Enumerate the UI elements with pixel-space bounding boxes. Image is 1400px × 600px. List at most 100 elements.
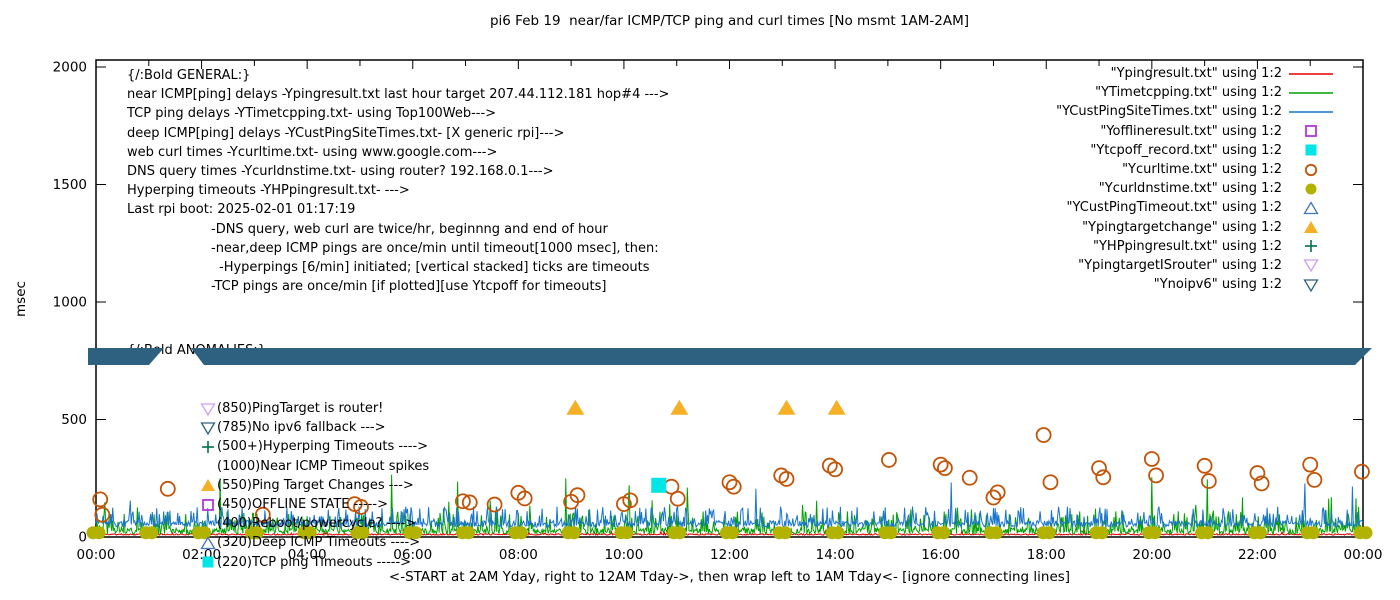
curl-point bbox=[486, 496, 503, 513]
dns-point bbox=[462, 526, 476, 540]
x-tick-label: 08:00 bbox=[499, 547, 538, 563]
curl-point bbox=[725, 478, 742, 495]
legend-label: "YCustPingTimeout.txt" using 1:2 bbox=[1066, 200, 1282, 216]
general-annotation-block: {/:Bold GENERAL:} near ICMP[ping] delays … bbox=[127, 66, 669, 296]
x-tick-label: 14:00 bbox=[816, 547, 855, 563]
dns-point bbox=[250, 526, 264, 540]
anomaly-row-0: (850)PingTarget is router! bbox=[127, 399, 429, 418]
x-tick-label: 20:00 bbox=[1132, 547, 1171, 563]
curl-point bbox=[159, 480, 176, 497]
dns-point bbox=[1201, 526, 1215, 540]
square-cyan-icon bbox=[200, 554, 217, 570]
plus-green-icon bbox=[1282, 238, 1340, 254]
square-cyan-glyph bbox=[202, 556, 214, 568]
pingtargetchange-point bbox=[827, 399, 846, 415]
pingtargetchange-point bbox=[777, 399, 796, 415]
legend-label: "YCustPingSiteTimes.txt" using 1:2 bbox=[1056, 104, 1282, 120]
no-marker bbox=[200, 458, 217, 474]
chart-title: pi6 Feb 19 near/far ICMP/TCP ping and cu… bbox=[489, 13, 970, 29]
x-tick-label: 22:00 bbox=[1238, 547, 1277, 563]
dns-point bbox=[145, 526, 159, 540]
y-tick-label: 1500 bbox=[53, 177, 87, 193]
general-line-3: deep ICMP[ping] delays -YCustPingSiteTim… bbox=[127, 125, 565, 141]
anomaly-text: (450)OFFLINE STATE -----> bbox=[217, 496, 388, 512]
general-line-6: Hyperping timeouts -YHPpingresult.txt- -… bbox=[127, 183, 410, 199]
curl-point bbox=[1091, 460, 1107, 477]
tri-up-open-blue-glyph bbox=[200, 536, 216, 550]
circle-open-orange-icon bbox=[1282, 162, 1340, 178]
tri-down-teal-icon bbox=[1303, 279, 1319, 292]
dns-point bbox=[514, 526, 528, 540]
dns-point bbox=[303, 526, 317, 540]
curl-point bbox=[622, 492, 639, 509]
anomaly-text: (1000)Near ICMP Timeout spikes bbox=[217, 458, 430, 474]
curl-point bbox=[1042, 474, 1059, 491]
anomalies-header: {/:Bold ANOMALIES:} bbox=[127, 343, 267, 359]
curl-point bbox=[254, 506, 271, 523]
legend-label: "YpingtargetISrouter" using 1:2 bbox=[1078, 257, 1282, 273]
dns-point bbox=[884, 526, 898, 540]
curl-point bbox=[461, 494, 478, 511]
x-tick-label: 10:00 bbox=[604, 547, 643, 563]
curl-point bbox=[94, 506, 111, 523]
square-cyan-icon bbox=[202, 556, 214, 568]
line-blue-icon bbox=[1289, 111, 1333, 113]
general-line-9: -near,deep ICMP pings are once/min until… bbox=[211, 240, 659, 256]
anomaly-row-1: (785)No ipv6 fallback ---> bbox=[127, 418, 429, 437]
curl-point bbox=[932, 456, 949, 473]
dns-point bbox=[409, 526, 423, 540]
tri-up-orange-glyph bbox=[201, 479, 215, 492]
legend-label: "YTimetcpping.txt" using 1:2 bbox=[1095, 85, 1282, 101]
dns-point bbox=[1095, 526, 1109, 540]
anomaly-row-4: (550)Ping Target Changes ---> bbox=[127, 476, 429, 495]
legend-item-5: "Ycurltime.txt" using 1:2 bbox=[988, 160, 1340, 179]
tri-up-open-blue-icon bbox=[1303, 201, 1319, 215]
dns-point bbox=[356, 526, 370, 540]
curl-point bbox=[1354, 463, 1370, 480]
general-line-5: DNS query times -Ycurldnstime.txt- using… bbox=[127, 164, 554, 180]
curl-point bbox=[1143, 451, 1160, 467]
legend-item-0: "Ypingresult.txt" using 1:2 bbox=[988, 64, 1340, 83]
tri-down-teal-icon bbox=[1282, 277, 1340, 293]
curl-point bbox=[1253, 475, 1270, 492]
legend-label: "Ypingresult.txt" using 1:2 bbox=[1110, 66, 1282, 81]
tri-down-violet-glyph bbox=[200, 402, 216, 416]
curl-point bbox=[721, 474, 738, 491]
legend-label: "Ynoipv6" using 1:2 bbox=[1153, 277, 1282, 293]
general-line-7: Last rpi boot: 2025-02-01 01:17:19 bbox=[127, 202, 356, 218]
tri-up-open-blue-glyph bbox=[1303, 201, 1319, 215]
legend-item-3: "Yofflineresult.txt" using 1:2 bbox=[988, 122, 1340, 141]
square-open-magenta-glyph bbox=[1305, 125, 1317, 138]
tri-down-violet-icon bbox=[200, 402, 216, 416]
plus-green-icon bbox=[1305, 240, 1317, 253]
square-cyan-glyph bbox=[1305, 144, 1317, 156]
anomaly-text: (400)Reboot/powercycle? ----> bbox=[217, 516, 417, 532]
circle-olive-icon bbox=[1282, 181, 1340, 197]
y-tick-label: 500 bbox=[61, 412, 87, 428]
dns-point bbox=[1042, 526, 1056, 540]
curl-point bbox=[827, 461, 843, 478]
no-marker bbox=[200, 516, 217, 532]
general-line-4: web curl times -Ycurltime.txt- using www… bbox=[127, 144, 498, 160]
line-green-icon bbox=[1289, 91, 1333, 94]
x-axis-label: <-START at 2AM Yday, right to 12AM Tday-… bbox=[388, 569, 1071, 585]
x-tick-label: 16:00 bbox=[921, 547, 960, 563]
curl-point bbox=[1035, 427, 1052, 443]
square-open-magenta-icon bbox=[202, 498, 214, 511]
plus-green-icon bbox=[200, 439, 217, 455]
legend-item-2: "YCustPingSiteTimes.txt" using 1:2 bbox=[988, 102, 1340, 121]
curl-point bbox=[1148, 467, 1164, 484]
line-red-icon bbox=[1282, 66, 1340, 82]
anomaly-text: (320)Deep ICMP Timeouts ----> bbox=[217, 535, 421, 551]
anomaly-text: (500+)Hyperping Timeouts ----> bbox=[217, 439, 429, 455]
dns-point bbox=[778, 526, 792, 540]
circle-open-orange-icon bbox=[1304, 163, 1318, 176]
curl-point bbox=[1302, 456, 1319, 473]
y-tick-label: 0 bbox=[78, 530, 87, 546]
anomaly-row-2: (500+)Hyperping Timeouts ----> bbox=[127, 437, 429, 456]
tri-down-teal-icon bbox=[200, 422, 216, 436]
general-line-0: {/:Bold GENERAL:} bbox=[127, 68, 251, 83]
legend-label: "YHPpingresult.txt" using 1:2 bbox=[1093, 238, 1282, 254]
x-tick-label: 18:00 bbox=[1027, 547, 1066, 563]
tri-up-orange-icon bbox=[201, 479, 215, 492]
